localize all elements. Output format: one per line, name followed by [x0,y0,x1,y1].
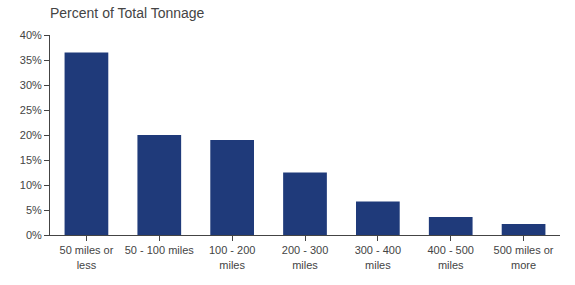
svg-text:50 - 100 miles: 50 - 100 miles [125,244,195,256]
svg-text:10%: 10% [20,179,42,191]
svg-text:30%: 30% [20,79,42,91]
svg-text:300 - 400miles: 300 - 400miles [355,244,401,270]
svg-text:20%: 20% [20,129,42,141]
svg-text:50 miles orless: 50 miles orless [60,244,114,270]
svg-text:40%: 40% [20,29,42,41]
svg-text:500 miles ormore: 500 miles ormore [494,244,554,270]
svg-text:0%: 0% [26,229,42,241]
svg-text:400 - 500miles: 400 - 500miles [427,244,473,270]
svg-text:35%: 35% [20,54,42,66]
svg-text:5%: 5% [26,204,42,216]
svg-text:200 - 300miles: 200 - 300miles [282,244,328,270]
svg-text:15%: 15% [20,154,42,166]
svg-text:Percent of Total Tonnage: Percent of Total Tonnage [50,5,205,21]
svg-text:25%: 25% [20,104,42,116]
svg-text:100 - 200miles: 100 - 200miles [209,244,255,270]
